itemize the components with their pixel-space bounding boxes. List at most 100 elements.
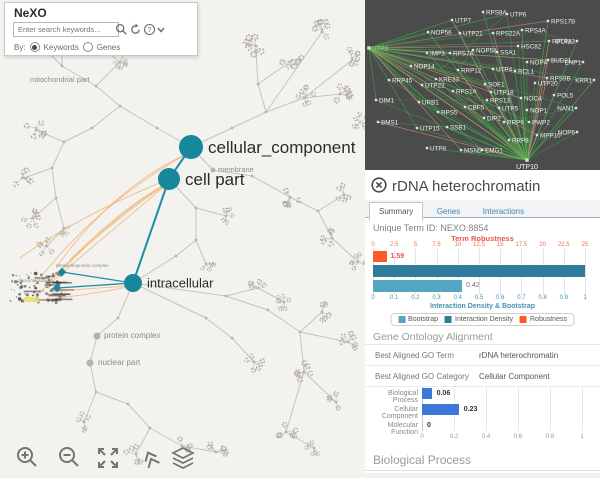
tab-interactions[interactable]: Interactions [474, 203, 533, 220]
zoom-in-icon[interactable] [18, 448, 36, 466]
gene-node[interactable] [528, 121, 530, 123]
gene-label[interactable]: UTP9 [372, 46, 389, 53]
gene-label[interactable]: UTP6 [510, 12, 527, 19]
gene-node[interactable] [498, 107, 500, 109]
gene-label[interactable]: POL5 [557, 93, 574, 100]
search-icon[interactable] [115, 23, 128, 36]
gene-node[interactable] [449, 52, 451, 54]
gene-label[interactable]: RCL1 [518, 69, 535, 76]
gene-node[interactable] [459, 32, 461, 34]
gene-node[interactable] [437, 111, 439, 113]
gene-node[interactable] [508, 139, 510, 141]
gene-label[interactable]: PWP2 [532, 120, 550, 127]
gene-node[interactable] [484, 83, 486, 85]
gene-node[interactable] [410, 65, 412, 67]
gene-node[interactable] [457, 69, 459, 71]
gene-node[interactable] [547, 59, 549, 61]
gene-node[interactable] [416, 127, 418, 129]
gene-node[interactable] [451, 19, 453, 21]
gene-label[interactable]: RPS22A [496, 31, 521, 38]
gene-node[interactable] [506, 13, 508, 15]
gene-label[interactable]: SSA1 [500, 50, 517, 57]
gene-node[interactable] [492, 32, 494, 34]
gene-node[interactable] [446, 126, 448, 128]
gene-label[interactable]: HSC82 [521, 44, 542, 51]
tree-term-node[interactable] [158, 168, 180, 190]
gene-label[interactable]: SOF1 [488, 82, 505, 89]
gene-label[interactable]: EMG1 [485, 148, 503, 155]
tab-summary[interactable]: Summary [369, 202, 423, 221]
gene-node[interactable] [521, 29, 523, 31]
gene-label[interactable]: RPS4A [525, 28, 546, 35]
gene-node[interactable] [534, 82, 536, 84]
gene-node[interactable] [421, 84, 423, 86]
gene-label[interactable]: UTP15 [420, 126, 440, 133]
tree-term-label[interactable]: ribosomal subunit [18, 278, 54, 283]
gene-node[interactable] [514, 70, 516, 72]
fit-screen-icon[interactable] [99, 449, 117, 467]
gene-node[interactable] [548, 40, 550, 42]
gene-node[interactable] [526, 61, 528, 63]
gene-node[interactable] [375, 99, 377, 101]
gene-node[interactable] [427, 31, 429, 33]
gene-node[interactable] [435, 78, 437, 80]
gene-label[interactable]: UTP21 [463, 31, 483, 38]
gene-node[interactable] [593, 79, 595, 81]
gene-label[interactable]: RRP45 [392, 78, 413, 85]
gene-node[interactable] [486, 99, 488, 101]
tree-term-label[interactable]: cell part [185, 170, 245, 189]
gene-node[interactable] [481, 149, 483, 151]
refresh-icon[interactable] [129, 23, 142, 36]
gene-node[interactable] [517, 45, 519, 47]
tree-term-label[interactable]: mitochondrial part [30, 75, 91, 84]
gene-node[interactable] [483, 117, 485, 119]
gene-label[interactable]: MSN5 [464, 148, 482, 155]
gene-label[interactable]: NOP6 [558, 130, 576, 137]
tree-term-label[interactable]: cellular_component [208, 138, 356, 157]
gene-label[interactable]: SSB1 [450, 125, 467, 132]
tree-term-label[interactable]: ribonucleoprotein complex [56, 263, 109, 268]
gene-node[interactable] [460, 149, 462, 151]
gene-node[interactable] [536, 134, 538, 136]
gene-label[interactable]: RPS7A [453, 51, 474, 58]
gene-label[interactable]: NOP58 [476, 48, 497, 55]
gene-node[interactable] [520, 97, 522, 99]
gene-label[interactable]: RPS17B [551, 19, 575, 26]
gene-node[interactable] [482, 11, 484, 13]
gene-node[interactable] [426, 147, 428, 149]
gene-label[interactable]: BMS1 [381, 120, 399, 127]
gene-node[interactable] [496, 51, 498, 53]
gene-node[interactable] [546, 77, 548, 79]
tree-term-node[interactable] [124, 274, 142, 292]
gene-node[interactable] [377, 121, 379, 123]
gene-node[interactable] [575, 107, 577, 109]
collapse-chevrons-icon[interactable] [143, 450, 160, 468]
gene-node[interactable] [526, 109, 528, 111]
close-icon[interactable] [371, 177, 387, 193]
gene-node[interactable] [525, 158, 529, 162]
gene-label[interactable]: CBF5 [468, 105, 485, 112]
gene-node[interactable] [367, 46, 371, 50]
gene-label[interactable]: RPS13 [490, 98, 510, 105]
gene-label[interactable]: UTP4 [496, 67, 513, 74]
gene-label[interactable]: RPS8A [486, 10, 507, 17]
gene-label[interactable]: RRP9 [507, 120, 524, 127]
search-input[interactable] [13, 22, 119, 37]
gene-label[interactable]: RRP12 [461, 68, 482, 75]
gene-node[interactable] [472, 49, 474, 51]
gene-label[interactable]: UTP18 [494, 90, 514, 97]
gene-label[interactable]: UTP20 [538, 81, 558, 88]
gene-label[interactable]: NOP14 [414, 64, 435, 71]
gene-label[interactable]: RPS1A [456, 89, 477, 96]
gene-node[interactable] [388, 79, 390, 81]
layers-icon[interactable] [173, 448, 193, 468]
radio-keywords[interactable] [30, 42, 40, 52]
tree-term-label[interactable]: nuclear part [98, 358, 141, 367]
gene-label[interactable]: UTP7 [455, 18, 472, 25]
gene-node[interactable] [576, 40, 578, 42]
gene-node[interactable] [553, 94, 555, 96]
tree-term-label[interactable]: protein complex [104, 331, 160, 340]
